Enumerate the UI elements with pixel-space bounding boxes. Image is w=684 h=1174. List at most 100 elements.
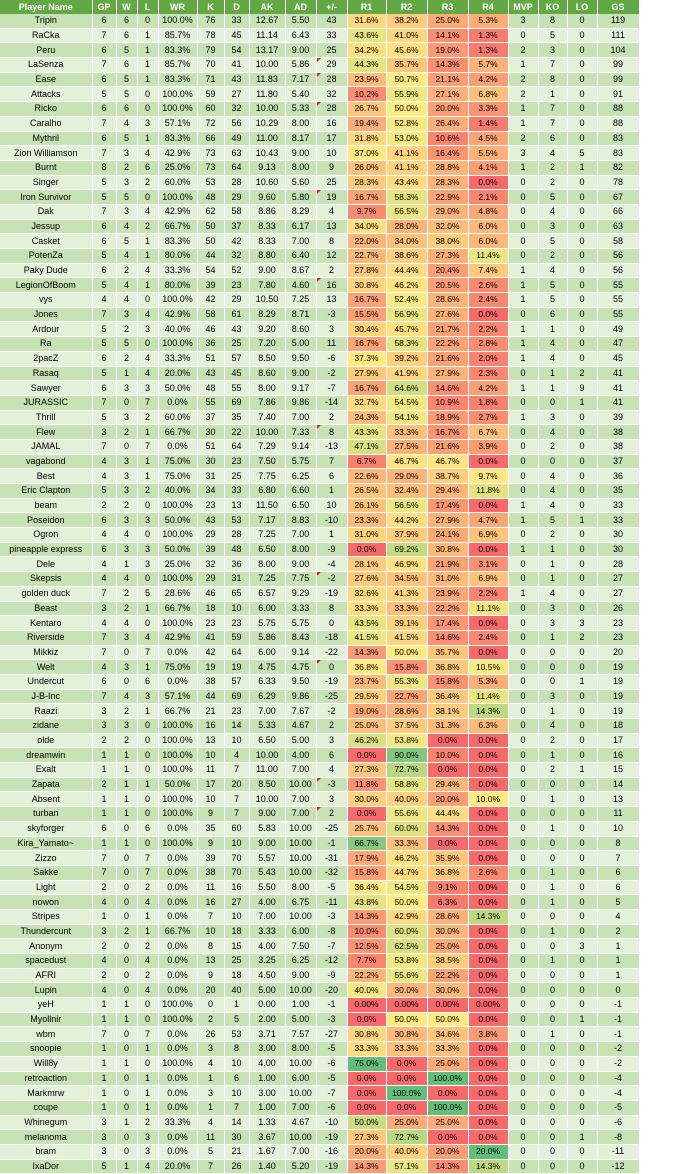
cell-r1[interactable]: 34.2%: [347, 42, 387, 59]
cell-wr[interactable]: 57.1%: [158, 689, 198, 705]
cell-wr[interactable]: 0.0%: [158, 395, 198, 411]
cell-r1[interactable]: 26.7%: [347, 101, 387, 117]
column-header-mvp[interactable]: MVP: [508, 0, 539, 14]
cell-lo[interactable]: 0: [567, 645, 598, 661]
cell-r2[interactable]: 40.0%: [386, 791, 428, 808]
table-row[interactable]: Jones 7 3 4 42.9% 58 61 8.29 8.71 -3 15.5% 56.9% 27.…: [0, 307, 640, 323]
cell-l[interactable]: 1: [137, 131, 159, 147]
cell-name[interactable]: Best: [0, 468, 93, 484]
cell-r2[interactable]: 54.5%: [386, 880, 428, 896]
cell-name[interactable]: Markmrw: [0, 1085, 93, 1101]
cell-ad[interactable]: 9.86: [285, 395, 317, 411]
cell-d[interactable]: 63: [224, 145, 250, 161]
cell-gs[interactable]: 55: [597, 307, 640, 323]
cell-name[interactable]: Sawyer: [0, 380, 93, 396]
cell-gs[interactable]: 55: [597, 277, 640, 294]
cell-wr[interactable]: 100.0%: [158, 292, 198, 308]
cell-gp[interactable]: 7: [92, 1026, 117, 1043]
cell-r2[interactable]: 50.7%: [386, 72, 428, 88]
cell-d[interactable]: 70: [224, 850, 250, 866]
cell-w[interactable]: 6: [116, 28, 138, 44]
cell-r2[interactable]: 58.8%: [386, 777, 428, 793]
cell-gp[interactable]: 2: [92, 498, 117, 514]
cell-mvp[interactable]: 0: [508, 424, 539, 440]
cell-d[interactable]: 64: [224, 645, 250, 661]
cell-gp[interactable]: 7: [92, 395, 117, 411]
cell-pm[interactable]: -25: [316, 821, 348, 837]
cell-l[interactable]: 0: [137, 14, 159, 29]
cell-mvp[interactable]: 0: [508, 28, 539, 44]
cell-gs[interactable]: 6: [597, 880, 640, 896]
column-header-k[interactable]: K: [197, 0, 225, 14]
cell-gp[interactable]: 6: [92, 351, 117, 367]
cell-pm[interactable]: -1: [316, 836, 348, 852]
cell-k[interactable]: 26: [197, 1026, 225, 1043]
cell-d[interactable]: 23: [224, 277, 250, 294]
cell-ak[interactable]: 5.86: [249, 630, 286, 646]
cell-lo[interactable]: 0: [567, 601, 598, 617]
cell-ak[interactable]: 11.14: [249, 28, 286, 44]
comment-indicator-icon[interactable]: [316, 425, 321, 430]
cell-mvp[interactable]: 1: [508, 57, 539, 73]
cell-d[interactable]: 18: [224, 968, 250, 984]
cell-k[interactable]: 72: [197, 116, 225, 132]
cell-d[interactable]: 60: [224, 821, 250, 837]
cell-r4[interactable]: 0.0%: [468, 953, 509, 969]
cell-mvp[interactable]: 0: [508, 836, 539, 852]
cell-r1[interactable]: 33.3%: [347, 601, 387, 617]
table-row[interactable]: Eric Clapton 5 3 2 40.0% 34 33 6.80 6.60 1 26.5% 32…: [0, 483, 640, 499]
cell-l[interactable]: 6: [137, 160, 159, 176]
cell-r1[interactable]: 23.3%: [347, 512, 387, 529]
cell-pm[interactable]: -6: [316, 1100, 348, 1116]
cell-r2[interactable]: 30.0%: [386, 982, 428, 999]
cell-ko[interactable]: 3: [538, 219, 568, 235]
cell-r3[interactable]: 46.7%: [427, 454, 469, 470]
cell-r3[interactable]: 17.4%: [427, 498, 469, 514]
cell-gs[interactable]: 47: [597, 336, 640, 352]
cell-r2[interactable]: 57.1%: [386, 1159, 428, 1174]
cell-r4[interactable]: 3.3%: [468, 101, 509, 117]
cell-r4[interactable]: 5.3%: [468, 674, 509, 690]
cell-ad[interactable]: 4.60: [285, 277, 317, 294]
cell-name[interactable]: Anonym: [0, 938, 93, 954]
cell-r1[interactable]: 11.8%: [347, 777, 387, 793]
cell-ad[interactable]: 8.00: [285, 116, 317, 132]
cell-r1[interactable]: 0.0%: [347, 1100, 387, 1116]
cell-k[interactable]: 16: [197, 718, 225, 734]
cell-gp[interactable]: 7: [92, 439, 117, 455]
cell-mvp[interactable]: 0: [508, 527, 539, 543]
cell-name[interactable]: LegionOfBoom: [0, 277, 93, 294]
cell-gp[interactable]: 7: [92, 865, 117, 881]
cell-name[interactable]: PotenZa: [0, 248, 93, 264]
cell-lo[interactable]: 0: [567, 72, 598, 88]
cell-pm[interactable]: 8: [316, 424, 348, 440]
cell-r3[interactable]: 36.4%: [427, 689, 469, 705]
cell-wr[interactable]: 66.7%: [158, 219, 198, 235]
cell-name[interactable]: skyforger: [0, 821, 93, 837]
cell-r4[interactable]: 10.0%: [468, 791, 509, 808]
cell-mvp[interactable]: 0: [508, 366, 539, 382]
cell-r2[interactable]: 55.9%: [386, 86, 428, 103]
cell-k[interactable]: 17: [197, 777, 225, 793]
cell-gs[interactable]: 36: [597, 468, 640, 484]
cell-gp[interactable]: 5: [92, 1159, 117, 1174]
cell-r1[interactable]: 17.9%: [347, 850, 387, 866]
cell-k[interactable]: 51: [197, 351, 225, 367]
cell-lo[interactable]: 1: [567, 1129, 598, 1145]
cell-mvp[interactable]: 1: [508, 351, 539, 367]
cell-w[interactable]: 1: [116, 762, 138, 778]
cell-ko[interactable]: 2: [538, 439, 568, 455]
cell-wr[interactable]: 66.7%: [158, 424, 198, 440]
cell-ak[interactable]: 6.50: [249, 733, 286, 749]
cell-gs[interactable]: 8: [597, 836, 640, 852]
cell-gs[interactable]: -1: [597, 1026, 640, 1043]
cell-r3[interactable]: 44.4%: [427, 806, 469, 822]
cell-r3[interactable]: 14.1%: [427, 28, 469, 44]
cell-r1[interactable]: 14.3%: [347, 909, 387, 925]
cell-ad[interactable]: 6.25: [285, 468, 317, 484]
cell-lo[interactable]: 5: [567, 145, 598, 161]
cell-ak[interactable]: 9.13: [249, 160, 286, 176]
cell-k[interactable]: 44: [197, 248, 225, 264]
cell-ko[interactable]: 0: [538, 997, 568, 1013]
cell-gp[interactable]: 1: [92, 1100, 117, 1116]
